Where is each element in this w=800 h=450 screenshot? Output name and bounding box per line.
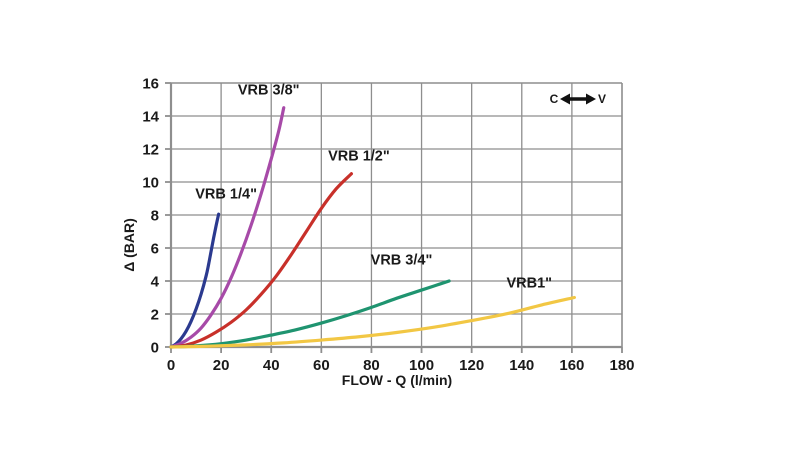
x-tick-labels: 0 20 40 60 80 100 120 140 160 180: [167, 357, 635, 374]
series-curve: [169, 295, 576, 349]
x-tick-label: 140: [509, 357, 534, 374]
y-tick-label: 16: [142, 76, 159, 93]
x-tick-label: 100: [409, 357, 434, 374]
legend-label-c: C: [550, 92, 559, 106]
y-tick-label: 2: [151, 307, 159, 324]
series-label: VRB1": [507, 276, 553, 292]
y-axis-title: Δ (BAR): [121, 218, 137, 272]
series-labels: VRB 1/4" VRB 3/8" VRB 1/2" VRB 3/4" VRB1": [195, 83, 552, 292]
series-curve: [169, 279, 451, 349]
series-label: VRB 1/4": [195, 187, 257, 203]
y-tick-label: 8: [151, 208, 159, 225]
series-curve: [169, 212, 221, 349]
x-axis-title: FLOW - Q (l/min): [342, 372, 452, 388]
y-tick-label: 0: [151, 340, 159, 357]
series-curve: [169, 172, 353, 349]
series-label: VRB 3/4": [371, 253, 433, 269]
y-tick-labels: 0 2 4 6 8 10 12 14 16: [142, 76, 159, 357]
x-tick-label: 60: [313, 357, 330, 374]
y-tick-label: 14: [142, 109, 159, 126]
arrow-head-right-icon: [586, 93, 596, 105]
legend-label-v: V: [598, 92, 606, 106]
data-curves: [169, 106, 576, 349]
x-tick-label: 80: [363, 357, 380, 374]
x-tick-label: 120: [459, 357, 484, 374]
x-tick-label: 40: [263, 357, 280, 374]
y-tick-label: 10: [142, 175, 159, 192]
x-tick-label: 20: [213, 357, 230, 374]
series-label: VRB 1/2": [328, 149, 390, 165]
x-tick-label: 160: [559, 357, 584, 374]
arrow-head-left-icon: [560, 93, 570, 105]
y-tick-label: 4: [151, 274, 160, 291]
series-curve: [169, 106, 286, 349]
y-tick-label: 12: [142, 142, 159, 159]
gridlines: [171, 82, 623, 347]
x-tick-label: 0: [167, 357, 175, 374]
series-label: VRB 3/8": [238, 83, 300, 99]
y-tick-label: 6: [151, 241, 159, 258]
x-tick-label: 180: [609, 357, 634, 374]
